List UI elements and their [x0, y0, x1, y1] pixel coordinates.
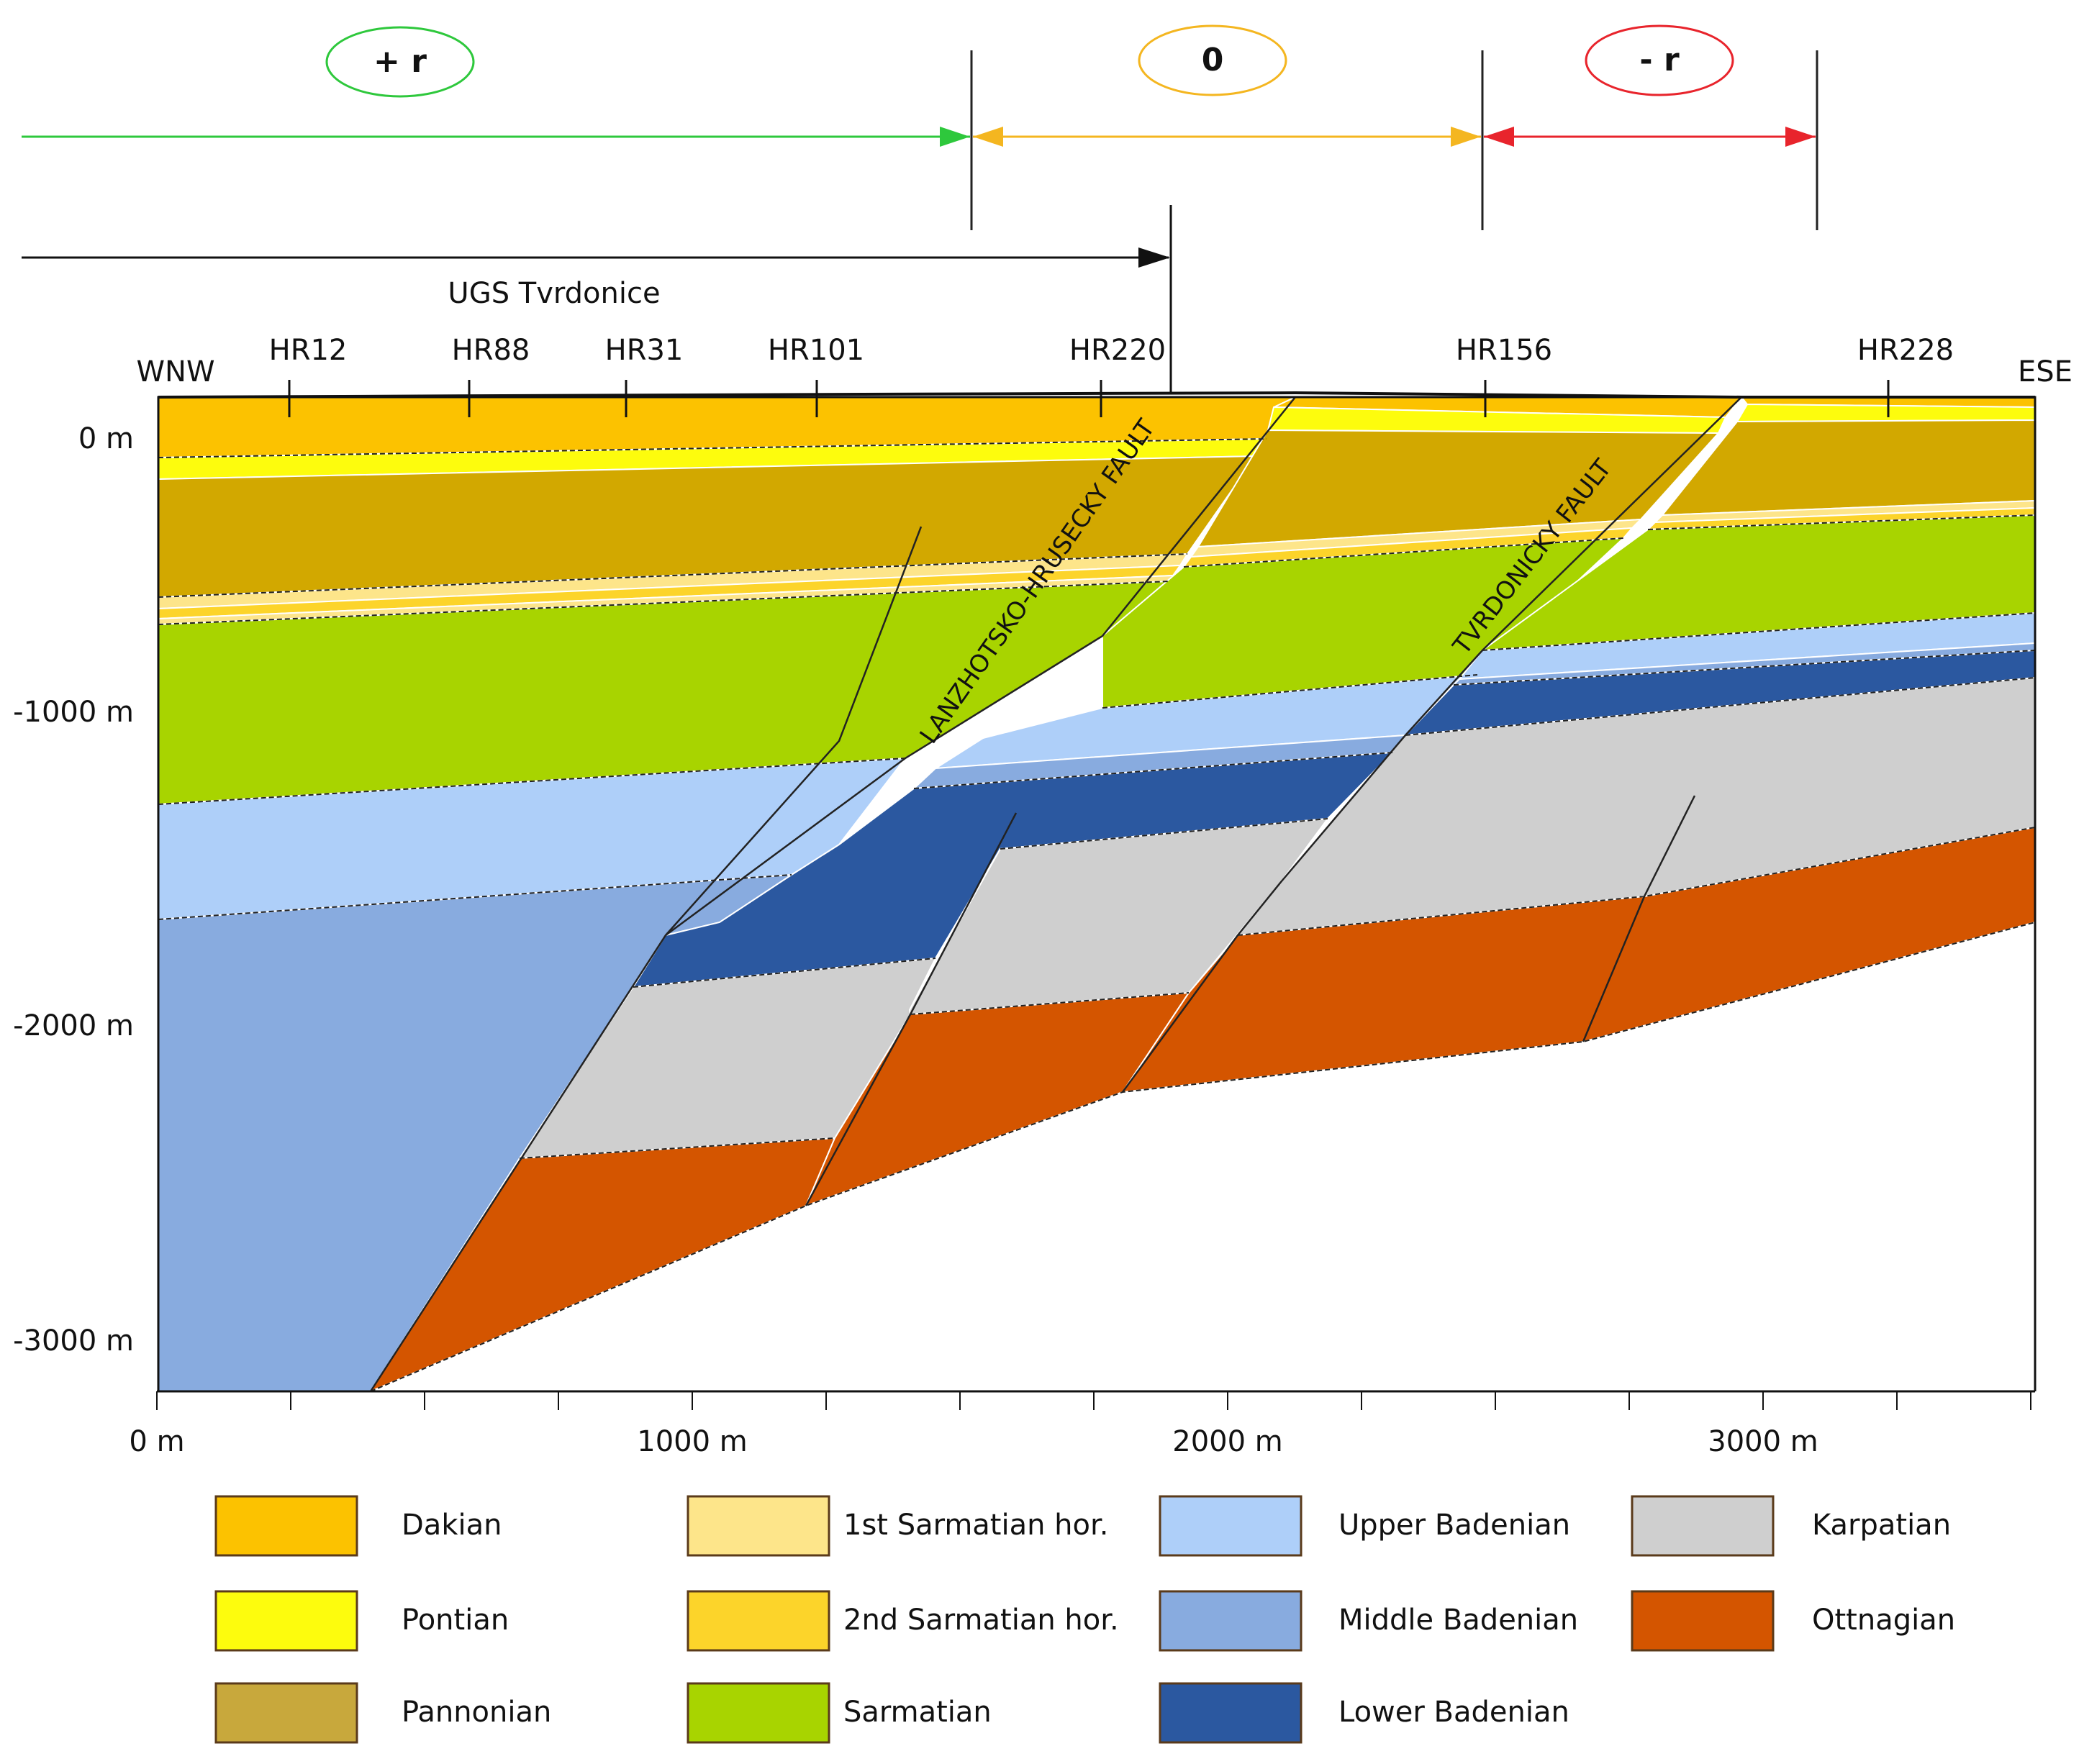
- contact-line: [158, 758, 906, 805]
- distance-tick-label: 3000 m: [1708, 1425, 1818, 1458]
- legend-swatch: [1631, 1590, 1775, 1652]
- contact-line: [1482, 612, 2036, 651]
- contact-line: [1183, 537, 1624, 568]
- negative-zone-arrowhead-right: [1785, 127, 1816, 147]
- legend-label: 2nd Sarmatian hor.: [843, 1604, 1119, 1637]
- legend-label: Lower Badenian: [1338, 1696, 1569, 1729]
- well-label: HR88: [452, 334, 530, 367]
- contact-line: [1453, 650, 2036, 686]
- legend-label: Ottnagian: [1812, 1604, 1955, 1637]
- storage-label: UGS Tvrdonice: [448, 277, 660, 310]
- contact-line: [1647, 514, 2036, 530]
- contact-line: [910, 992, 1190, 1015]
- fault-minor: [665, 526, 923, 936]
- fault-minor: [805, 812, 1018, 1206]
- section-outline: [157, 396, 2037, 1391]
- storage-extent-arrowhead: [1138, 247, 1170, 268]
- zone-positive-ellipse: [325, 26, 475, 98]
- well-label: HR156: [1456, 334, 1552, 367]
- depth-tick-label: -1000 m: [13, 696, 134, 729]
- zone-neutral-label: 0: [1202, 42, 1224, 78]
- distance-tick-label: 0 m: [129, 1425, 184, 1458]
- layer-pontian: [1736, 403, 2036, 423]
- well-labels: HR12 HR88 HR31 HR101 HR220 HR156 HR228 W…: [136, 334, 2072, 388]
- fault-minor: [1582, 795, 1696, 1042]
- neutral-zone-arrowhead-right: [1451, 127, 1481, 147]
- legend-swatch: [214, 1495, 358, 1557]
- negative-zone-arrowhead-left: [1484, 127, 1514, 147]
- legend-label: Upper Badenian: [1338, 1509, 1570, 1542]
- neutral-zone-arrowhead-left: [973, 127, 1003, 147]
- contact-line: [158, 581, 1170, 625]
- legend-swatch: [687, 1682, 830, 1744]
- distance-tick-label: 1000 m: [637, 1425, 747, 1458]
- legend-label: Pontian: [402, 1604, 509, 1637]
- legend-swatch: [1159, 1495, 1302, 1557]
- legend-label: Pannonian: [402, 1696, 551, 1729]
- fault-lanzhotsko-hrusecky: [369, 396, 1296, 1392]
- zone-indicators: + r 0 - r: [22, 24, 1818, 230]
- legend-label: Karpatian: [1812, 1509, 1951, 1542]
- direction-left: WNW: [136, 355, 214, 388]
- section-body: [157, 380, 2037, 1394]
- well-label: HR12: [269, 334, 348, 367]
- ground-surface: [158, 391, 2035, 399]
- depth-tick-label: -3000 m: [13, 1324, 134, 1358]
- legend-label: Middle Badenian: [1338, 1604, 1578, 1637]
- distance-axis: 0 m 1000 m 2000 m 3000 m: [129, 1390, 2035, 1458]
- contact-line: [158, 874, 792, 920]
- legend-swatch: [1159, 1682, 1302, 1744]
- well-label: HR31: [605, 334, 684, 367]
- legend-swatch: [687, 1495, 830, 1557]
- well-label: HR220: [1069, 334, 1166, 367]
- well-label: HR228: [1857, 334, 1954, 367]
- storage-extent: UGS Tvrdonice: [22, 205, 1172, 392]
- contact-line: [1102, 674, 1478, 709]
- contact-line: [1405, 677, 2036, 736]
- legend-swatch: [214, 1682, 358, 1744]
- distance-tick-label: 2000 m: [1172, 1425, 1282, 1458]
- contact-line: [158, 553, 1188, 598]
- legend-swatch: [1631, 1495, 1775, 1557]
- contact-line: [913, 752, 1393, 789]
- direction-right: ESE: [2018, 355, 2072, 388]
- legend: Dakian 1st Sarmatian hor. Upper Badenian…: [214, 1495, 1955, 1744]
- contact-line: [633, 958, 936, 988]
- zone-positive-label: + r: [373, 43, 427, 80]
- contact-line: [519, 1137, 835, 1159]
- fault-tvrdonicky: [1121, 396, 1742, 1093]
- depth-axis: 0 m -1000 m -2000 m -3000 m: [13, 422, 134, 1358]
- well-label: HR101: [768, 334, 864, 367]
- legend-swatch: [1159, 1590, 1302, 1652]
- legend-label: Dakian: [402, 1509, 502, 1542]
- contact-line: [1000, 818, 1328, 850]
- legend-swatch: [687, 1590, 830, 1652]
- legend-swatch: [214, 1590, 358, 1652]
- zone-negative-label: - r: [1639, 42, 1680, 78]
- contact-line: [158, 438, 1267, 458]
- legend-label: Sarmatian: [843, 1696, 992, 1729]
- zone-neutral-ellipse: [1138, 24, 1287, 96]
- legend-label: 1st Sarmatian hor.: [843, 1509, 1109, 1542]
- depth-tick-label: 0 m: [78, 422, 134, 455]
- depth-tick-label: -2000 m: [13, 1009, 134, 1042]
- positive-zone-arrowhead: [940, 127, 970, 147]
- zone-negative-ellipse: [1585, 24, 1734, 96]
